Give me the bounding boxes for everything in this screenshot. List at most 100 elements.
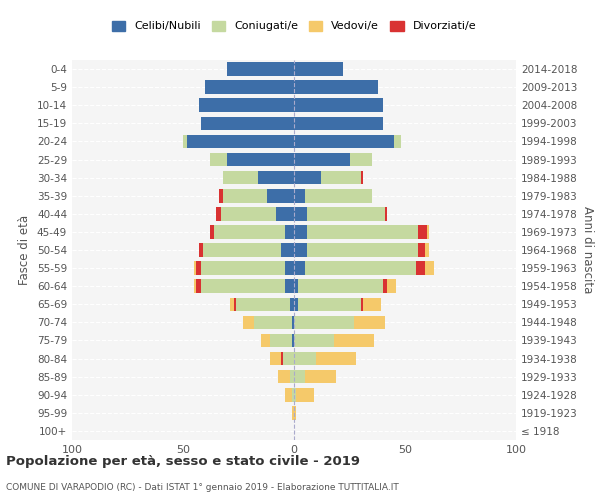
Bar: [221, 207, 276, 220]
Bar: [292, 316, 294, 329]
Bar: [361, 171, 363, 184]
Bar: [361, 298, 363, 311]
Bar: [268, 189, 294, 202]
Bar: [187, 134, 294, 148]
Bar: [294, 116, 383, 130]
Bar: [269, 352, 281, 366]
Bar: [227, 62, 294, 76]
Bar: [201, 116, 294, 130]
Bar: [205, 80, 294, 94]
Bar: [418, 243, 425, 257]
Bar: [307, 207, 385, 220]
Bar: [209, 225, 214, 238]
Bar: [199, 98, 294, 112]
Bar: [290, 298, 294, 311]
Bar: [416, 262, 425, 275]
Bar: [294, 62, 343, 76]
Bar: [292, 406, 294, 419]
Bar: [254, 316, 292, 329]
Bar: [196, 262, 201, 275]
Text: Popolazione per età, sesso e stato civile - 2019: Popolazione per età, sesso e stato civil…: [6, 454, 360, 468]
Bar: [349, 152, 372, 166]
Bar: [209, 152, 227, 166]
Bar: [223, 171, 259, 184]
Bar: [236, 298, 290, 311]
Bar: [292, 334, 294, 347]
Bar: [259, 171, 294, 184]
Bar: [227, 152, 294, 166]
Bar: [217, 207, 221, 220]
Bar: [214, 225, 285, 238]
Bar: [223, 189, 268, 202]
Bar: [294, 80, 379, 94]
Bar: [354, 316, 385, 329]
Bar: [285, 280, 294, 293]
Bar: [296, 388, 314, 402]
Legend: Celibi/Nubili, Coniugati/e, Vedovi/e, Divorziati/e: Celibi/Nubili, Coniugati/e, Vedovi/e, Di…: [107, 16, 481, 36]
Bar: [316, 352, 356, 366]
Bar: [294, 262, 305, 275]
Bar: [290, 370, 294, 384]
Bar: [230, 298, 234, 311]
Bar: [294, 225, 307, 238]
Bar: [203, 243, 281, 257]
Bar: [294, 298, 298, 311]
Bar: [278, 370, 290, 384]
Bar: [194, 280, 196, 293]
Bar: [383, 280, 387, 293]
Bar: [307, 225, 418, 238]
Bar: [294, 352, 316, 366]
Bar: [283, 352, 294, 366]
Bar: [218, 189, 223, 202]
Bar: [305, 189, 372, 202]
Bar: [285, 262, 294, 275]
Bar: [385, 207, 387, 220]
Bar: [294, 334, 334, 347]
Bar: [276, 207, 294, 220]
Bar: [194, 262, 196, 275]
Bar: [294, 171, 320, 184]
Bar: [201, 280, 285, 293]
Bar: [298, 298, 361, 311]
Bar: [298, 280, 383, 293]
Bar: [281, 352, 283, 366]
Bar: [427, 225, 430, 238]
Bar: [387, 280, 396, 293]
Bar: [199, 243, 203, 257]
Bar: [334, 334, 374, 347]
Bar: [307, 243, 418, 257]
Bar: [281, 243, 294, 257]
Bar: [294, 189, 305, 202]
Bar: [294, 152, 349, 166]
Y-axis label: Fasce di età: Fasce di età: [19, 215, 31, 285]
Bar: [234, 298, 236, 311]
Bar: [183, 134, 187, 148]
Bar: [294, 406, 296, 419]
Bar: [260, 334, 269, 347]
Bar: [294, 370, 305, 384]
Bar: [285, 225, 294, 238]
Bar: [294, 207, 307, 220]
Bar: [201, 262, 285, 275]
Bar: [394, 134, 401, 148]
Bar: [305, 370, 336, 384]
Bar: [294, 243, 307, 257]
Bar: [292, 388, 294, 402]
Bar: [294, 388, 296, 402]
Text: COMUNE DI VARAPODIO (RC) - Dati ISTAT 1° gennaio 2019 - Elaborazione TUTTITALIA.: COMUNE DI VARAPODIO (RC) - Dati ISTAT 1°…: [6, 484, 399, 492]
Bar: [196, 280, 201, 293]
Bar: [305, 262, 416, 275]
Bar: [418, 225, 427, 238]
Bar: [320, 171, 361, 184]
Bar: [425, 243, 430, 257]
Bar: [294, 316, 354, 329]
Bar: [294, 280, 298, 293]
Bar: [363, 298, 380, 311]
Bar: [425, 262, 434, 275]
Bar: [294, 134, 394, 148]
Bar: [294, 98, 383, 112]
Bar: [269, 334, 292, 347]
Bar: [243, 316, 254, 329]
Bar: [285, 388, 292, 402]
Y-axis label: Anni di nascita: Anni di nascita: [581, 206, 594, 294]
